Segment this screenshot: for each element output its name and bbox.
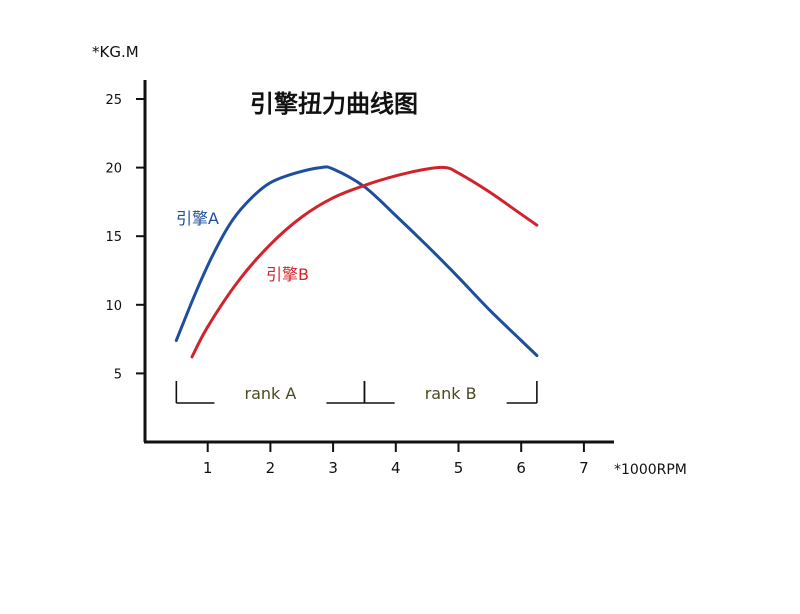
x-tick-label: 3 bbox=[328, 459, 338, 477]
x-tick-label: 5 bbox=[454, 459, 464, 477]
rank-label-a: rank A bbox=[244, 384, 296, 403]
y-tick-label: 15 bbox=[105, 230, 122, 245]
series-line-engine-b bbox=[190, 165, 539, 359]
series-group: 引擎A 引擎B bbox=[174, 165, 539, 359]
y-tick-label: 5 bbox=[114, 367, 122, 382]
x-axis-label: *1000RPM bbox=[614, 462, 687, 478]
series-label-engine-a: 引擎A bbox=[176, 209, 219, 228]
x-tick-label: 7 bbox=[579, 459, 589, 477]
tick-group: 1 2 3 4 5 6 7 5 10 15 20 25 bbox=[105, 93, 588, 477]
series-line-engine-a bbox=[174, 165, 539, 358]
rank-label-b: rank B bbox=[425, 384, 477, 403]
annotation-group: rank A rank B bbox=[175, 381, 538, 404]
y-axis-label: *KG.M bbox=[92, 43, 139, 61]
chart-title: 引擎扭力曲线图 bbox=[250, 90, 418, 118]
y-tick-label: 10 bbox=[105, 299, 122, 314]
y-tick-label: 25 bbox=[105, 93, 122, 108]
x-tick-label: 2 bbox=[266, 459, 276, 477]
y-tick-label: 20 bbox=[105, 162, 122, 177]
series-label-engine-b: 引擎B bbox=[266, 265, 309, 284]
x-tick-label: 4 bbox=[391, 459, 401, 477]
x-tick-label: 6 bbox=[516, 459, 526, 477]
x-tick-label: 1 bbox=[203, 459, 213, 477]
